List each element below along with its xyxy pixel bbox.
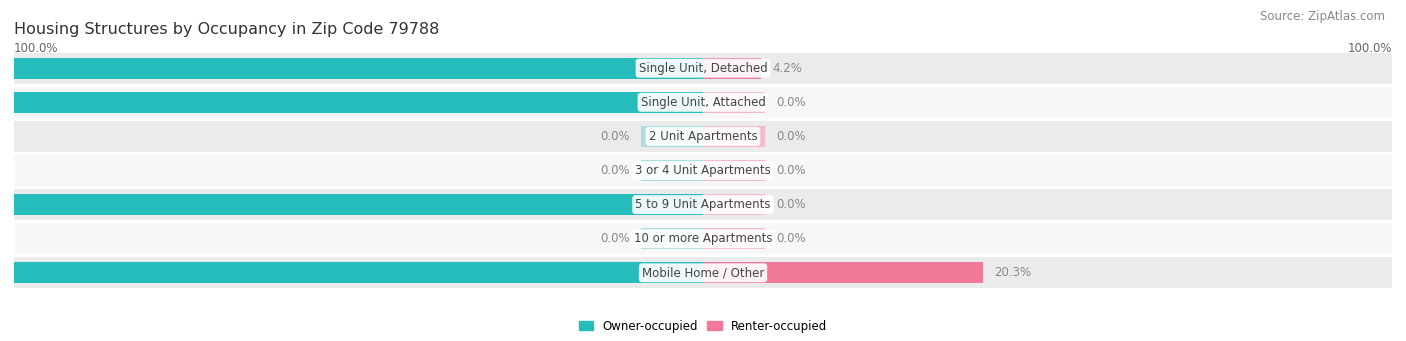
Text: 2 Unit Apartments: 2 Unit Apartments (648, 130, 758, 143)
Text: Mobile Home / Other: Mobile Home / Other (641, 266, 765, 279)
Text: 0.0%: 0.0% (600, 232, 630, 245)
Bar (14, 53, 1392, 84)
Bar (0, 58, 703, 79)
Bar (14, 155, 1392, 186)
Bar (0, 194, 703, 215)
Text: 100.0%: 100.0% (14, 42, 59, 55)
Bar (14, 87, 1392, 118)
Text: 0.0%: 0.0% (600, 164, 630, 177)
Legend: Owner-occupied, Renter-occupied: Owner-occupied, Renter-occupied (574, 315, 832, 337)
Bar (703, 194, 765, 215)
Text: 4.2%: 4.2% (772, 62, 801, 75)
Bar (0, 92, 703, 113)
Text: 20.3%: 20.3% (994, 266, 1031, 279)
Text: 10 or more Apartments: 10 or more Apartments (634, 232, 772, 245)
Text: 0.0%: 0.0% (776, 130, 806, 143)
Bar (641, 160, 703, 181)
Text: Source: ZipAtlas.com: Source: ZipAtlas.com (1260, 10, 1385, 23)
Text: Single Unit, Detached: Single Unit, Detached (638, 62, 768, 75)
Text: 0.0%: 0.0% (776, 198, 806, 211)
Text: 0.0%: 0.0% (776, 232, 806, 245)
Bar (703, 126, 765, 147)
Text: 0.0%: 0.0% (776, 164, 806, 177)
Bar (703, 262, 983, 283)
Text: 3 or 4 Unit Apartments: 3 or 4 Unit Apartments (636, 164, 770, 177)
Bar (14, 223, 1392, 254)
Bar (14, 257, 1392, 288)
Bar (703, 92, 765, 113)
Bar (641, 228, 703, 249)
Bar (703, 160, 765, 181)
Text: 100.0%: 100.0% (1347, 42, 1392, 55)
Bar (703, 58, 761, 79)
Bar (703, 228, 765, 249)
Bar (641, 126, 703, 147)
Text: Housing Structures by Occupancy in Zip Code 79788: Housing Structures by Occupancy in Zip C… (14, 22, 440, 37)
Text: 5 to 9 Unit Apartments: 5 to 9 Unit Apartments (636, 198, 770, 211)
Text: 0.0%: 0.0% (776, 96, 806, 109)
Bar (0, 262, 703, 283)
Text: 0.0%: 0.0% (600, 130, 630, 143)
Text: Single Unit, Attached: Single Unit, Attached (641, 96, 765, 109)
Bar (14, 121, 1392, 152)
Bar (14, 189, 1392, 220)
